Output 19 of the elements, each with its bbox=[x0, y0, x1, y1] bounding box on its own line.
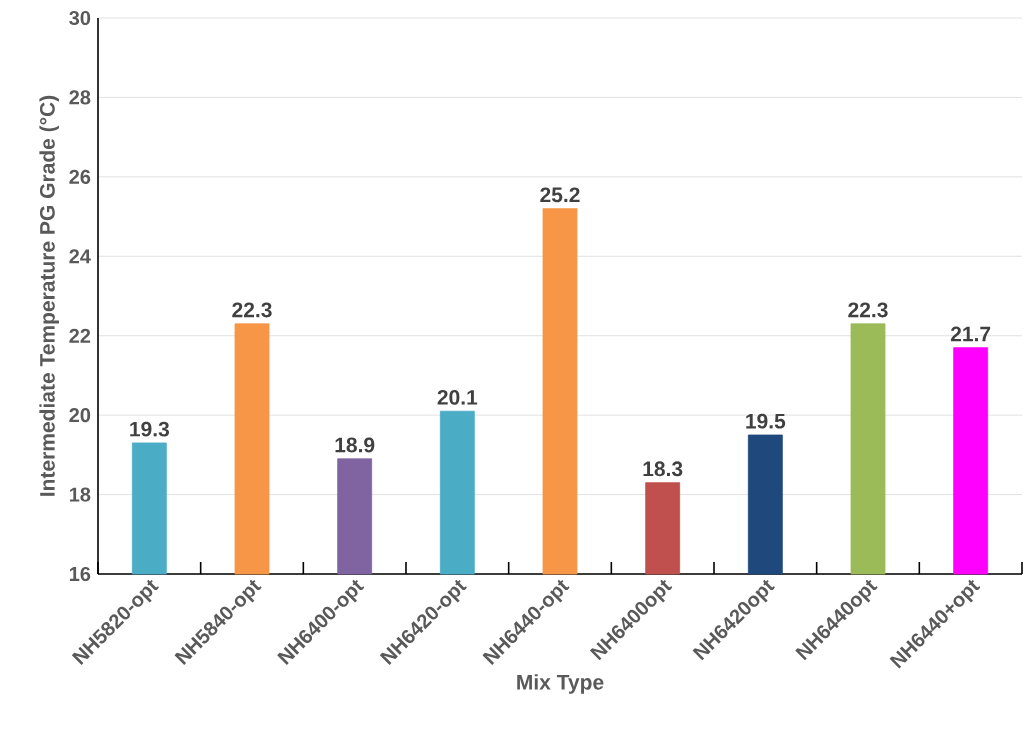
y-tick-label: 22 bbox=[69, 328, 91, 343]
y-tick-label: 28 bbox=[69, 90, 91, 105]
data-label: 20.1 bbox=[437, 389, 478, 405]
data-label: 21.7 bbox=[950, 326, 991, 342]
data-label: 22.3 bbox=[232, 302, 272, 318]
y-tick-label: 20 bbox=[69, 408, 91, 423]
y-axis-title: Intermediate Temperature PG Grade (°C) bbox=[39, 95, 59, 496]
y-tick-label: 24 bbox=[69, 249, 91, 264]
y-tick-label: 18 bbox=[69, 487, 91, 502]
y-tick-label: 16 bbox=[69, 566, 91, 582]
data-label: 25.2 bbox=[540, 187, 580, 203]
y-tick-label: 30 bbox=[69, 10, 91, 26]
data-label: 22.3 bbox=[848, 302, 888, 318]
data-label: 18.9 bbox=[335, 437, 375, 453]
data-label: 19.3 bbox=[130, 421, 170, 437]
data-label: 19.5 bbox=[746, 413, 786, 429]
x-axis-title: Mix Type bbox=[517, 674, 604, 694]
data-label: 18.3 bbox=[643, 461, 683, 477]
y-tick-label: 26 bbox=[69, 169, 91, 184]
